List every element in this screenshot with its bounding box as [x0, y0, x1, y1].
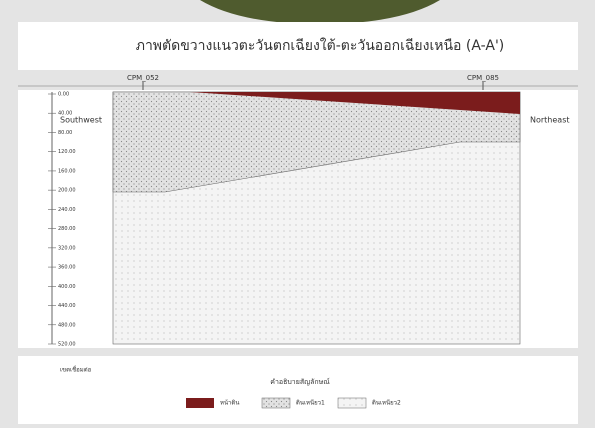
- legend-item: หน้าดิน: [220, 400, 239, 407]
- depth-tick-label: 120.00: [58, 149, 76, 155]
- legend-note: เขตเชื่อมต่อ: [60, 366, 92, 374]
- title-panel: [18, 22, 578, 70]
- depth-tick-label: 240.00: [58, 207, 76, 213]
- depth-tick-label: 440.00: [58, 303, 76, 309]
- legend-swatch: [261, 397, 291, 409]
- depth-tick-label: 40.00: [58, 111, 72, 117]
- title: ภาพตัดขวางแนวตะวันตกเฉียงใต้-ตะวันออกเฉี…: [136, 37, 505, 54]
- depth-tick-label: 520.00: [58, 342, 76, 348]
- direction-label: Northeast: [530, 116, 570, 125]
- legend-title: คำอธิบายสัญลักษณ์: [270, 378, 330, 386]
- depth-tick-label: 160.00: [58, 168, 76, 174]
- depth-tick-label: 200.00: [58, 188, 76, 194]
- depth-tick-label: 80.00: [58, 130, 72, 136]
- borehole-label: CPM_052: [127, 74, 159, 82]
- borehole-label: CPM_085: [467, 74, 499, 82]
- depth-tick-label: 360.00: [58, 265, 76, 271]
- depth-tick-label: 0.00: [58, 92, 69, 98]
- depth-tick-label: 280.00: [58, 226, 76, 232]
- legend-item: ดินเหนียว1: [296, 399, 325, 407]
- legend-panel: [18, 356, 578, 424]
- layer-topsoil: [190, 92, 520, 114]
- cross-section: [112, 91, 521, 345]
- legend-item: ดินเหนียว2: [372, 399, 401, 407]
- header-photo: [200, 0, 440, 24]
- depth-tick-label: 480.00: [58, 322, 76, 328]
- depth-tick-label: 320.00: [58, 245, 76, 251]
- direction-label: Southwest: [60, 116, 102, 125]
- legend-swatch: [337, 397, 367, 409]
- legend-swatch: [186, 398, 214, 408]
- depth-tick-label: 400.00: [58, 284, 76, 290]
